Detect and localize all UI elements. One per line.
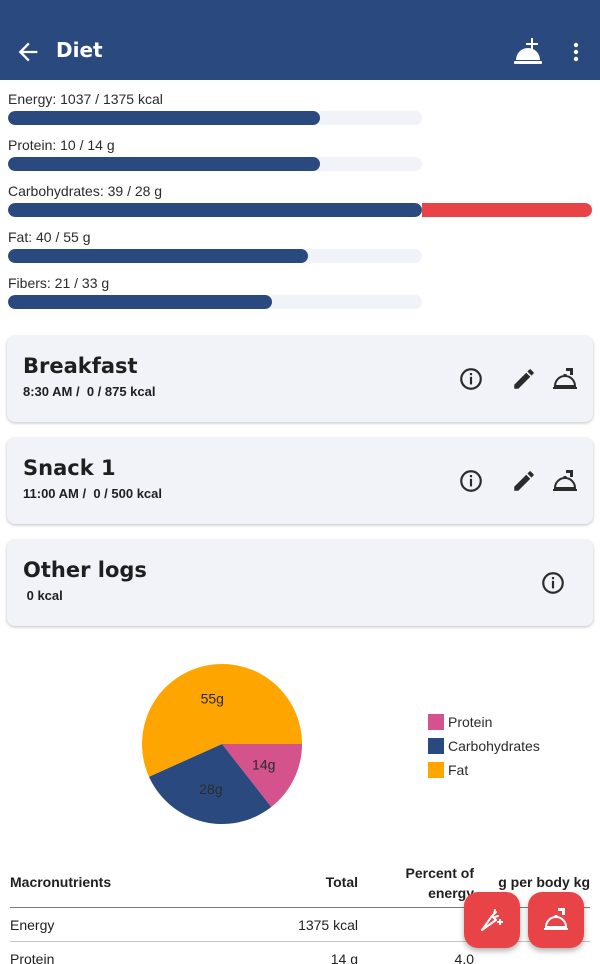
nutrient-carbohydrates: Carbohydrates: 39 / 28 g [8, 180, 592, 226]
legend-label: Fat [448, 762, 469, 778]
nutrient-fibers: Fibers: 21 / 33 g [8, 272, 592, 318]
info-icon[interactable] [458, 366, 484, 392]
meal-card-snack-1[interactable]: Snack 1 11:00 AM / 0 / 500 kcal [7, 438, 593, 524]
legend-item-carbohydrates: Carbohydrates [428, 734, 540, 758]
progress-track [8, 203, 422, 217]
macronutrient-table: Macronutrients Total Percent of energy g… [10, 858, 590, 964]
log-meal-fab[interactable] [528, 892, 584, 948]
page-title: Diet [56, 38, 103, 62]
legend-label: Carbohydrates [448, 738, 540, 754]
log-food-icon[interactable] [552, 468, 578, 494]
nutrient-progress-list: Energy: 1037 / 1375 kcal Protein: 10 / 1… [8, 88, 592, 318]
info-icon[interactable] [458, 468, 484, 494]
nutrient-label: Fat: 40 / 55 g [8, 229, 91, 245]
edit-icon[interactable] [511, 366, 537, 392]
legend-label: Protein [448, 714, 493, 730]
legend-swatch [428, 762, 444, 778]
row-name: Energy [10, 917, 55, 933]
meal-subtitle: 0 kcal [23, 588, 63, 603]
column-header-percent-energy: Percent of energy [405, 865, 474, 901]
row-total: 1375 kcal [298, 917, 358, 933]
progress-overflow [422, 203, 592, 217]
progress-track [8, 111, 422, 125]
pie-legend: Protein Carbohydrates Fat [428, 710, 540, 782]
column-header-total: Total [325, 874, 358, 890]
nutrient-label: Fibers: 21 / 33 g [8, 275, 110, 291]
progress-track [8, 295, 422, 309]
pie-label-carbohydrates: 28g [199, 781, 222, 797]
meal-card-other-logs[interactable]: Other logs 0 kcal [7, 540, 593, 626]
row-percent: 4.0 [454, 951, 474, 964]
legend-swatch [428, 714, 444, 730]
carrot-add-icon [481, 909, 503, 931]
column-header-g-per-kg: g per body kg [498, 874, 590, 890]
meal-title: Breakfast [23, 354, 138, 378]
column-header-macronutrients: Macronutrients [10, 874, 112, 890]
edit-icon[interactable] [511, 468, 537, 494]
row-total: 14 g [330, 951, 358, 964]
meal-title: Snack 1 [23, 456, 116, 480]
table-row: Energy 1375 kcal [10, 908, 590, 942]
nutrient-protein: Protein: 10 / 14 g [8, 134, 592, 180]
table-header: Macronutrients Total Percent of energy g… [10, 858, 590, 908]
progress-fill [8, 111, 321, 125]
nutrient-label: Energy: 1037 / 1375 kcal [8, 91, 163, 107]
more-vert-icon[interactable] [564, 38, 588, 66]
meal-subtitle: 8:30 AM / 0 / 875 kcal [23, 384, 156, 399]
nutrient-fat: Fat: 40 / 55 g [8, 226, 592, 272]
progress-track [8, 157, 422, 171]
legend-item-protein: Protein [428, 710, 540, 734]
legend-swatch [428, 738, 444, 754]
add-meal-icon[interactable] [512, 36, 544, 68]
meal-subtitle: 11:00 AM / 0 / 500 kcal [23, 486, 162, 501]
log-food-icon[interactable] [552, 366, 578, 392]
nutrient-energy: Energy: 1037 / 1375 kcal [8, 88, 592, 134]
meal-card-breakfast[interactable]: Breakfast 8:30 AM / 0 / 875 kcal [7, 336, 593, 422]
legend-item-fat: Fat [428, 758, 540, 782]
nutrient-label: Carbohydrates: 39 / 28 g [8, 183, 163, 199]
app-bar: Diet [0, 0, 600, 80]
pie-slice-protein [222, 744, 302, 808]
nutrient-label: Protein: 10 / 14 g [8, 137, 115, 153]
add-food-fab[interactable] [464, 892, 520, 948]
progress-fill [8, 157, 321, 171]
info-icon[interactable] [540, 570, 566, 596]
meal-add-icon [544, 908, 568, 930]
progress-fill [8, 249, 309, 263]
progress-fill [8, 295, 272, 309]
pie-label-protein: 14g [252, 756, 275, 772]
progress-fill [8, 203, 422, 217]
pie-label-fat: 55g [201, 691, 224, 707]
pie-svg: 14g 28g 55g [142, 664, 302, 824]
macronutrient-pie-chart: 14g 28g 55g [140, 662, 304, 826]
pie-slice-carbohydrates [148, 744, 272, 824]
pie-slice-fat [142, 664, 302, 777]
table-row: Protein 14 g 4.0 [10, 942, 590, 964]
meal-title: Other logs [23, 558, 147, 582]
progress-track [8, 249, 422, 263]
row-name: Protein [10, 951, 55, 964]
back-arrow-icon[interactable] [14, 38, 42, 66]
